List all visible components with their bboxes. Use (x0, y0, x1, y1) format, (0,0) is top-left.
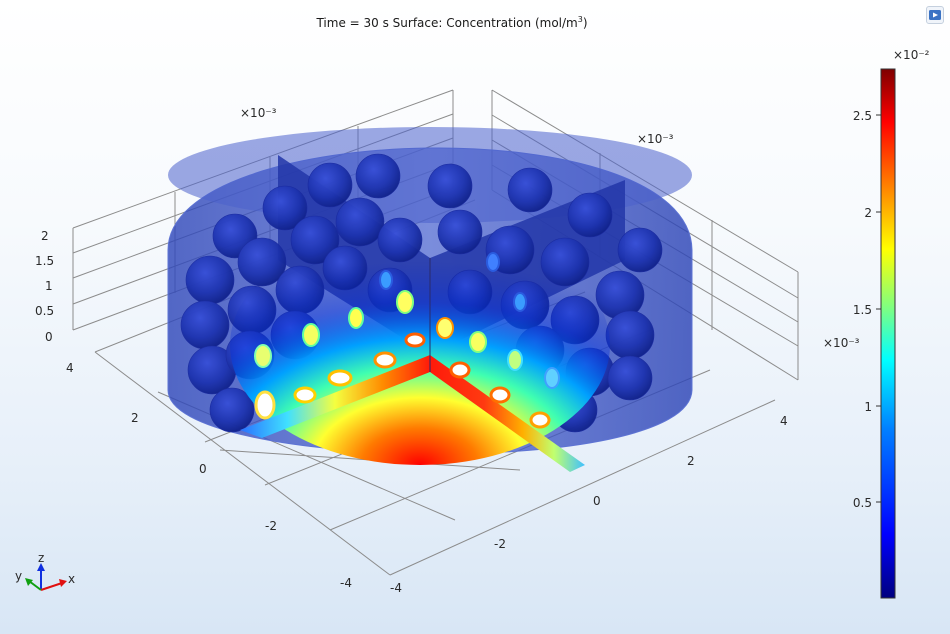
image-snapshot-button[interactable] (926, 6, 944, 24)
colorbar-gradient (880, 68, 896, 599)
colorbar-tick-label: 1.5 (853, 303, 872, 317)
y-tick-label: 2 (131, 411, 139, 425)
axis-triad: z y x (15, 551, 75, 591)
x-tick-label: 2 (687, 454, 695, 468)
packed-bed-cylinder (167, 127, 693, 472)
triad-y-label: y (15, 569, 22, 583)
x-tick-label: -4 (390, 581, 402, 595)
axis-multiplier-y: ×10⁻³ (637, 132, 674, 146)
colorbar-tick-label: 1 (864, 400, 872, 414)
plot-title-exponent: 3 (577, 15, 583, 24)
colorbar: ×10⁻² 2.5 2 1.5 1 0.5 (853, 48, 930, 599)
y-tick-label: 0 (199, 462, 207, 476)
x-tick-label: 4 (780, 414, 788, 428)
axis-multiplier-x: ×10⁻³ (823, 336, 860, 350)
z-tick-label: 1 (45, 279, 53, 293)
sphere-cross-sections (254, 252, 560, 429)
z-tick-label: 0 (45, 330, 53, 344)
x-tick-label: 0 (593, 494, 601, 508)
z-tick-label: 1.5 (35, 254, 54, 268)
colorbar-multiplier: ×10⁻² (893, 48, 930, 62)
colorbar-tick-label: 2.5 (853, 109, 872, 123)
y-tick-label: 4 (66, 361, 74, 375)
cut-edge-right (430, 355, 585, 472)
z-tick-label: 2 (41, 229, 49, 243)
cut-edge-left (240, 355, 430, 438)
image-snapshot-icon (929, 10, 941, 20)
plot-title-close: ) (582, 16, 588, 30)
plot-title: Time = 30 s Surface: Concentration (mol/… (0, 15, 904, 30)
triad-z-label: z (38, 551, 44, 565)
colorbar-tick-label: 2 (864, 206, 872, 220)
x-tick-label: -2 (494, 537, 506, 551)
y-tick-label: -2 (265, 519, 277, 533)
z-tick-label: 0.5 (35, 304, 54, 318)
plot-title-main: Time = 30 s Surface: Concentration (mol/… (316, 16, 578, 30)
axis-multiplier-z: ×10⁻³ (240, 106, 277, 120)
triad-x-label: x (68, 572, 75, 586)
y-tick-label: -4 (340, 576, 352, 590)
colorbar-tick-label: 0.5 (853, 496, 872, 510)
